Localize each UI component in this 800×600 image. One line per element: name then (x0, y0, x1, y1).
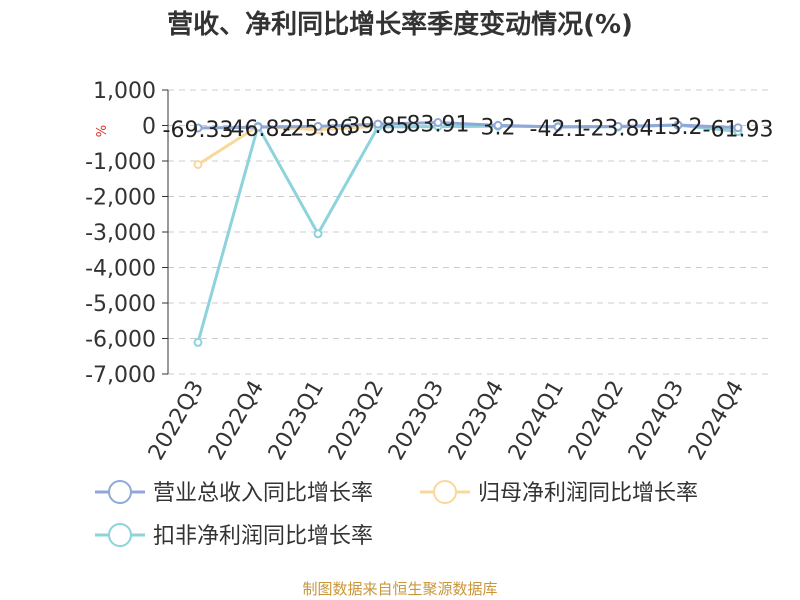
x-tick-label: 2022Q3 (144, 377, 209, 465)
x-tick-label: 2023Q4 (444, 377, 509, 465)
data-point (493, 120, 503, 130)
series-layer (193, 118, 743, 347)
unit-label: % (95, 125, 110, 137)
y-tick-label: 1,000 (93, 79, 156, 104)
data-label: 13.2 (654, 115, 703, 140)
data-point (193, 337, 203, 347)
y-tick-label: -5,000 (85, 292, 156, 317)
data-point (733, 123, 743, 133)
data-label: -69.33 (163, 118, 234, 143)
y-tick-label: -7,000 (85, 363, 156, 388)
x-tick-label: 2023Q2 (324, 377, 389, 465)
legend-label: 营业总收入同比增长率 (153, 481, 373, 506)
legend-marker (433, 480, 457, 504)
data-label: 39.85 (347, 114, 410, 139)
data-point (613, 121, 623, 131)
x-tick-label: 2024Q2 (564, 377, 629, 465)
y-tick-label: -2,000 (85, 186, 156, 211)
y-tick-label: -4,000 (85, 257, 156, 282)
x-tick-label: 2024Q1 (504, 377, 569, 465)
data-point (553, 122, 563, 132)
series-line (196, 123, 739, 343)
data-label: 83.91 (407, 113, 470, 138)
x-tick-label: 2024Q3 (624, 377, 689, 465)
data-label: -42.1 (530, 117, 587, 142)
chart-title: 营收、净利同比增长率季度变动情况(%) (167, 9, 633, 40)
data-point (253, 122, 263, 132)
data-point (313, 229, 323, 239)
y-tick-label: -3,000 (85, 221, 156, 246)
x-tick-label: 2022Q4 (204, 377, 269, 465)
data-label: -23.84 (583, 116, 654, 141)
data-label: -46.82 (223, 117, 294, 142)
x-tick-label: 2024Q4 (684, 377, 749, 465)
y-tick-label: -6,000 (85, 328, 156, 353)
x-tick-label: 2023Q1 (264, 377, 329, 465)
data-label: -61.93 (703, 118, 774, 143)
x-tick-label: 2023Q3 (384, 377, 449, 465)
data-label: 3.2 (481, 115, 516, 140)
legend-label: 归母净利润同比增长率 (478, 481, 698, 506)
series-line (197, 121, 739, 130)
y-tick-label: -1,000 (85, 150, 156, 175)
source-note: 制图数据来自恒生聚源数据库 (302, 580, 497, 598)
legend-marker (108, 480, 132, 504)
data-point (373, 119, 383, 129)
data-point (673, 120, 683, 130)
legend-label: 扣非净利润同比增长率 (153, 524, 373, 549)
legend-marker (108, 523, 132, 547)
data-point (433, 118, 443, 128)
data-label: -25.86 (283, 116, 354, 141)
data-point (313, 121, 323, 131)
y-tick-label: 0 (142, 115, 156, 140)
data-point (193, 160, 203, 170)
data-point (193, 123, 203, 133)
